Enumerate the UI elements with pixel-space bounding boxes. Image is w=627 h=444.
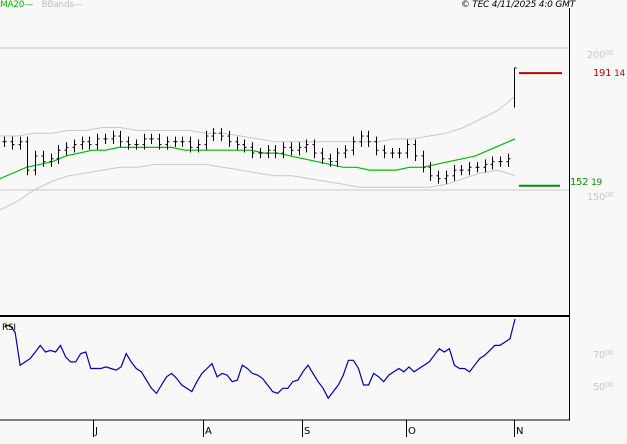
legend-ma20: MA20— [0, 0, 33, 10]
legend-ma20-label: MA20 [0, 0, 25, 10]
price-axis-label-decimals: 00 [605, 49, 614, 57]
rsi-line [5, 318, 516, 400]
price-axis-label-main: 150 [587, 192, 606, 203]
legend-ma20-swatch: — [24, 0, 33, 10]
rsi-axis-label-decimals: 00 [605, 349, 614, 357]
legend-bbands-swatch: — [73, 0, 83, 10]
bollinger-upper-band [0, 95, 516, 143]
copyright-timestamp: © TEC 4/11/2025 4:0 GMT [460, 0, 575, 10]
support-value-main: 152 [570, 177, 589, 188]
x-axis-month-a: A [205, 426, 212, 437]
ma20-line [0, 138, 516, 180]
bollinger-lower-band [0, 163, 516, 211]
price-axis-label-150: 15000 [587, 189, 614, 204]
legend-bbands-label: BBands [41, 0, 74, 10]
price-axis-label-main: 200 [587, 50, 606, 61]
x-axis-month-n: N [516, 426, 524, 437]
x-axis-month-s: S [304, 426, 311, 437]
rsi-axis-label-50: 5000 [593, 379, 614, 394]
chart-legend: MA20— BBands— [0, 0, 83, 11]
price-axis-label-decimals: 00 [605, 191, 614, 199]
legend-bbands: BBands— [41, 0, 82, 10]
rsi-axis-label-main: 70 [593, 350, 606, 361]
price-axis-label-200: 20000 [587, 47, 614, 62]
rsi-axis-label-main: 50 [593, 382, 606, 393]
rsi-title: RSI [2, 323, 16, 333]
rsi-axis-label-70: 7000 [593, 347, 614, 362]
rsi-axis-label-decimals: 00 [605, 381, 614, 389]
resistance-value-main: 191 [593, 68, 612, 79]
resistance-value-decimals: 14 [614, 69, 625, 79]
resistance-level-label: 191 14 [593, 68, 625, 80]
support-value-decimals: 19 [591, 178, 602, 188]
support-level-label: 152 19 [570, 177, 602, 189]
x-axis-month-o: O [408, 426, 416, 437]
x-axis-month-j: J [95, 426, 98, 437]
